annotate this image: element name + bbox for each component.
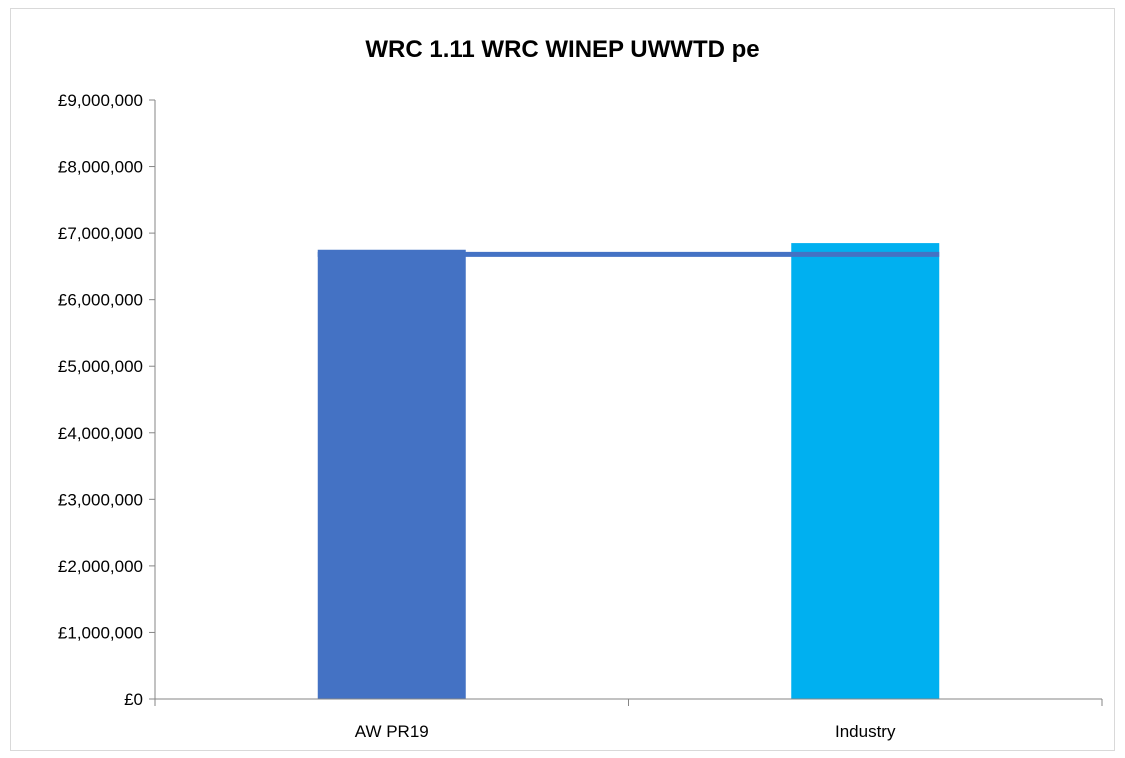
y-tick-label: £3,000,000 [58, 490, 143, 509]
y-tick-label: £2,000,000 [58, 557, 143, 576]
y-tick-label: £4,000,000 [58, 424, 143, 443]
y-tick-label: £0 [124, 690, 143, 709]
y-tick-label: £1,000,000 [58, 623, 143, 642]
bar [317, 249, 466, 699]
y-tick-label: £7,000,000 [58, 224, 143, 243]
y-tick-label: £6,000,000 [58, 291, 143, 310]
chart-title: WRC 1.11 WRC WINEP UWWTD pe [365, 36, 760, 63]
y-tick-label: £8,000,000 [58, 158, 143, 177]
y-tick-label: £5,000,000 [58, 357, 143, 376]
x-category-label: Industry [835, 722, 896, 741]
bar [791, 243, 940, 699]
y-tick-label: £9,000,000 [58, 91, 143, 110]
x-category-label: AW PR19 [355, 722, 429, 741]
